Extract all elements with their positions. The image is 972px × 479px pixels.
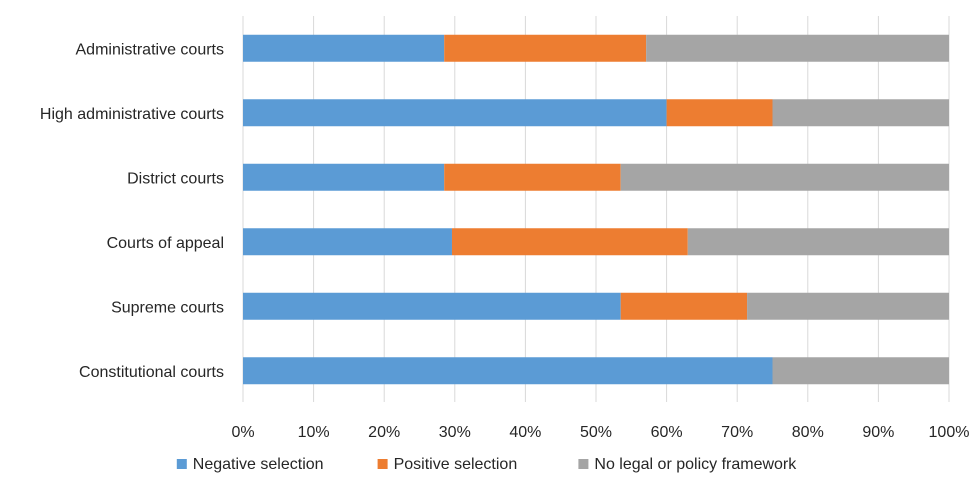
bar-segment [444, 163, 621, 191]
legend-swatch [578, 459, 589, 469]
legend-label: Negative selection [193, 456, 324, 473]
x-tick-label: 40% [509, 424, 541, 441]
bar-segment [243, 34, 445, 62]
bar-segment [747, 292, 949, 320]
bar-segment [772, 357, 949, 385]
bar-segment [243, 99, 667, 127]
legend: Negative selection Positive selection No l… [176, 456, 797, 473]
legend-swatch [176, 459, 187, 469]
x-tick-label: 20% [368, 424, 400, 441]
bar-segment [243, 357, 773, 385]
category-label: District courts [127, 170, 224, 187]
bar-segment [620, 292, 748, 320]
bar-segment [243, 163, 445, 191]
x-tick-label: 60% [651, 424, 683, 441]
bar-segment [243, 228, 452, 256]
x-tick-label: 90% [862, 424, 894, 441]
bar-segment [646, 34, 949, 62]
bar-segment [451, 228, 688, 256]
bar-segment [620, 163, 949, 191]
x-tick-label: 70% [721, 424, 753, 441]
bar-segment [772, 99, 949, 127]
bar-segment [687, 228, 949, 256]
x-tick-label: 80% [792, 424, 824, 441]
category-label: Courts of appeal [107, 235, 224, 252]
bars [243, 34, 949, 385]
category-label: Constitutional courts [79, 364, 224, 381]
x-tick-label: 50% [580, 424, 612, 441]
category-labels: Administrative courts High administrative… [40, 41, 224, 381]
legend-label: Positive selection [394, 456, 518, 473]
x-tick-label: 10% [298, 424, 330, 441]
bar-segment [444, 34, 647, 62]
legend-swatch [377, 459, 388, 469]
x-axis-ticks: 0% 10% 20% 30% 40% 50% 60% 70% 80% 90% 100% [231, 424, 969, 441]
category-label: Administrative courts [76, 41, 225, 58]
x-tick-label: 100% [929, 424, 970, 441]
category-label: High administrative courts [40, 106, 224, 123]
category-label: Supreme courts [111, 299, 224, 316]
bar-segment [666, 99, 773, 127]
x-tick-label: 0% [231, 424, 254, 441]
gridlines [242, 16, 950, 402]
legend-label: No legal or policy framework [594, 456, 797, 473]
x-tick-label: 30% [439, 424, 471, 441]
bar-segment [243, 292, 621, 320]
